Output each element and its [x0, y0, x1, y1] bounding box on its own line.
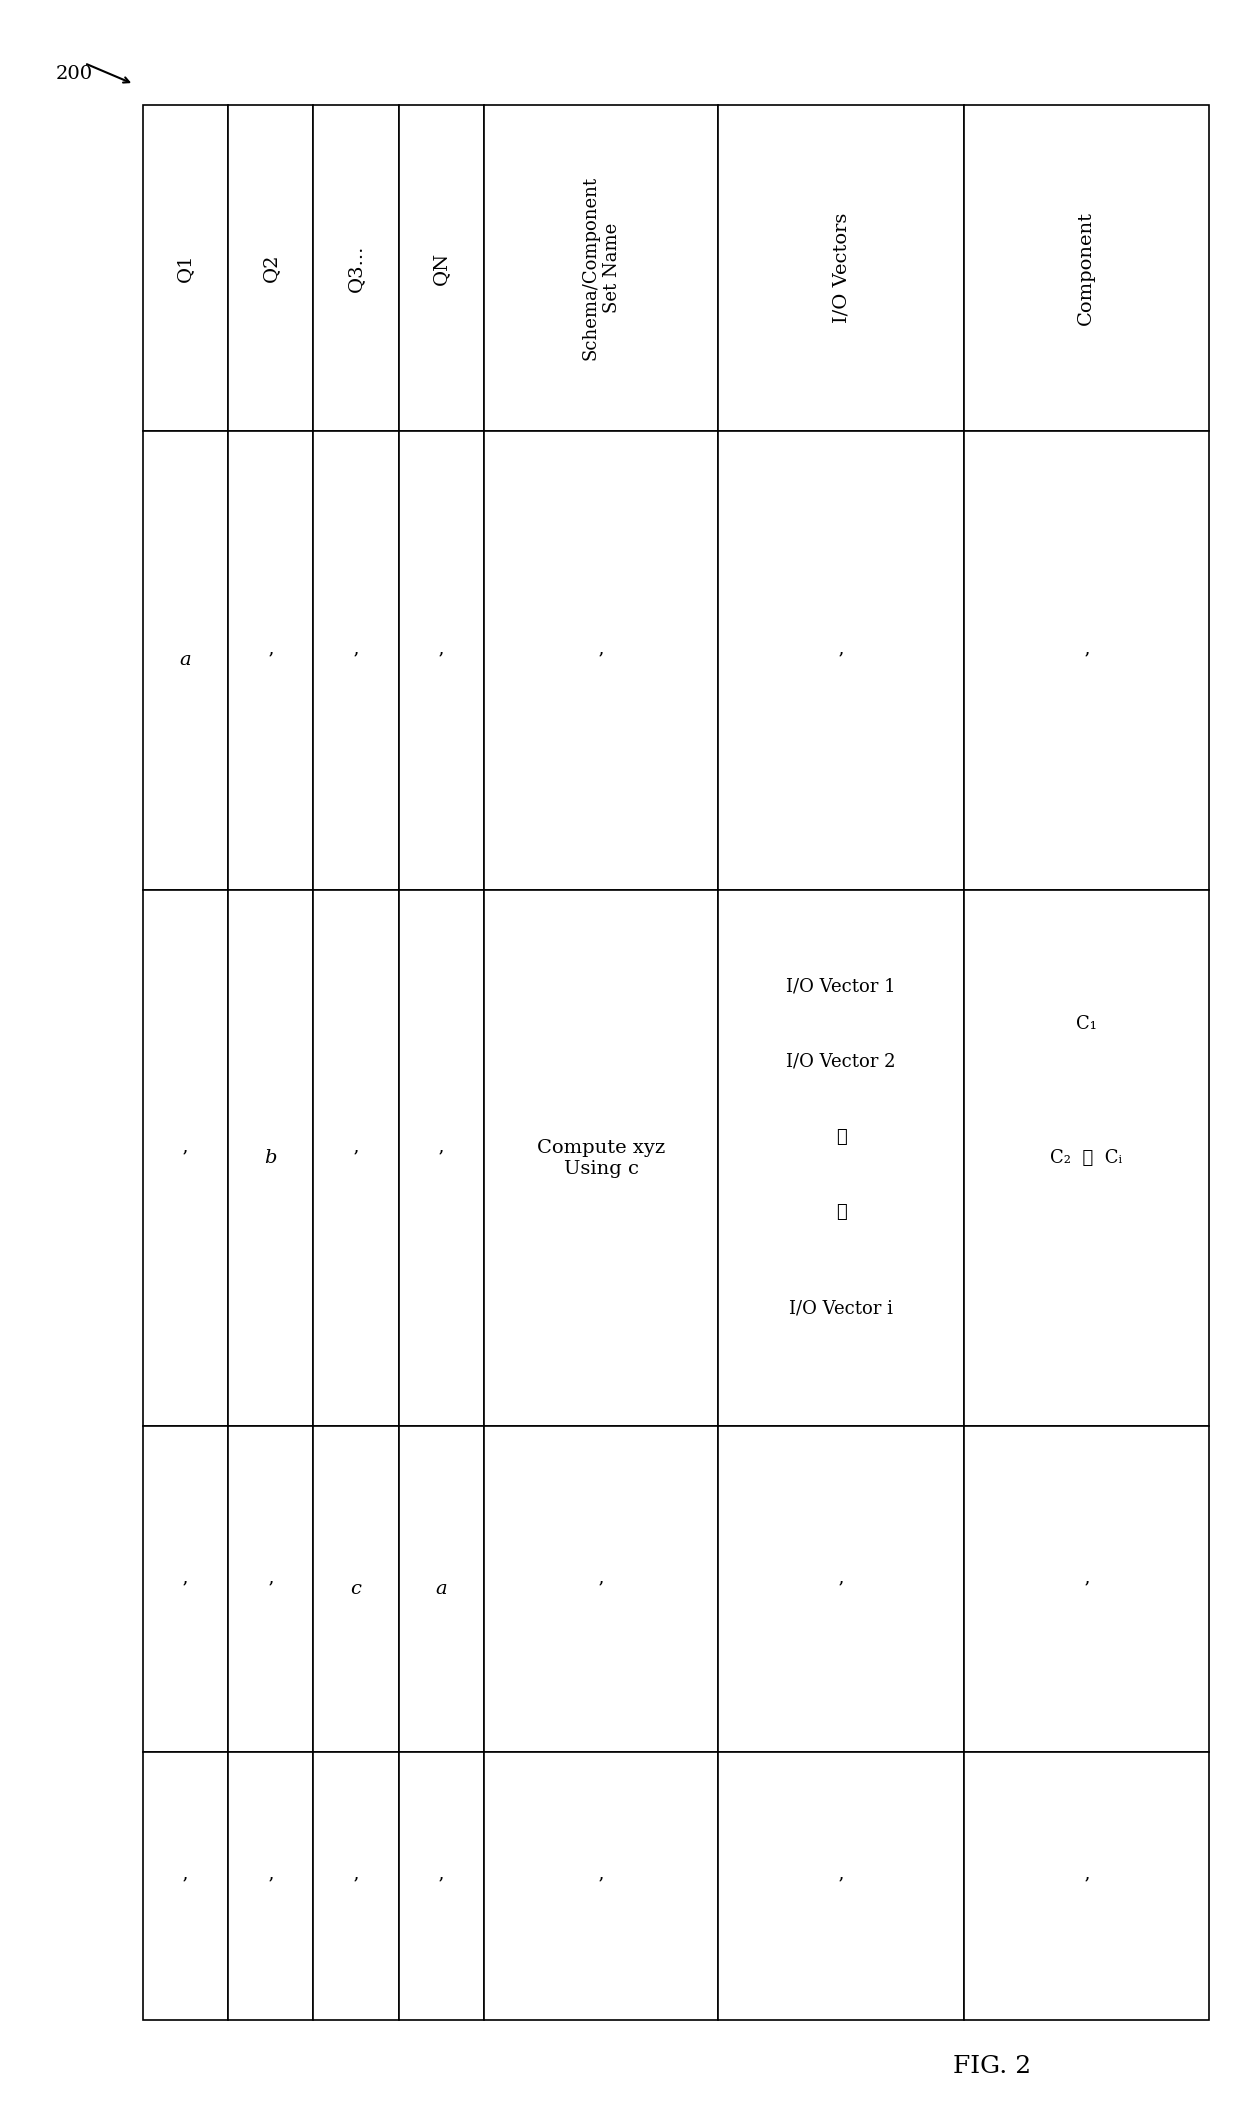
- Text: ’: ’: [1084, 1580, 1090, 1599]
- Bar: [228, 890, 314, 1427]
- Bar: [314, 105, 398, 431]
- Text: ’: ’: [1084, 652, 1090, 669]
- Bar: [143, 431, 228, 890]
- Bar: [143, 105, 228, 431]
- Bar: [718, 105, 963, 431]
- Text: Component: Component: [1078, 210, 1095, 324]
- Bar: [228, 105, 314, 431]
- Text: ’: ’: [268, 652, 274, 669]
- Text: ’: ’: [438, 1877, 444, 1896]
- Text: Q3...: Q3...: [347, 244, 365, 292]
- Bar: [228, 1753, 314, 2020]
- Text: ’: ’: [438, 1149, 444, 1168]
- Bar: [484, 105, 718, 431]
- Text: C₁: C₁: [1076, 1016, 1097, 1033]
- Text: a: a: [435, 1580, 446, 1599]
- Bar: [963, 431, 1209, 890]
- Text: C₂  ⋯  Cᵢ: C₂ ⋯ Cᵢ: [1050, 1149, 1122, 1168]
- Bar: [143, 890, 228, 1427]
- Text: ’: ’: [352, 652, 360, 669]
- Text: Q2: Q2: [262, 255, 279, 282]
- Text: 200: 200: [56, 65, 93, 82]
- Bar: [484, 890, 718, 1427]
- Text: ’: ’: [182, 1149, 188, 1168]
- Text: ’: ’: [438, 652, 444, 669]
- Text: I/O Vector 1: I/O Vector 1: [786, 978, 897, 995]
- Bar: [718, 1427, 963, 1753]
- Text: I/O Vector i: I/O Vector i: [789, 1300, 893, 1317]
- Text: ’: ’: [268, 1580, 274, 1599]
- Text: Schema/Component
Set Name: Schema/Component Set Name: [582, 177, 620, 360]
- Bar: [963, 105, 1209, 431]
- Text: Compute xyz
Using c: Compute xyz Using c: [537, 1138, 666, 1178]
- Bar: [398, 105, 484, 431]
- Text: ’: ’: [268, 1877, 274, 1896]
- Text: QN: QN: [433, 250, 450, 284]
- Text: ’: ’: [598, 652, 604, 669]
- Bar: [398, 1427, 484, 1753]
- Bar: [963, 1427, 1209, 1753]
- Text: c: c: [351, 1580, 361, 1599]
- Text: ⋯: ⋯: [836, 1203, 847, 1220]
- Text: ’: ’: [352, 1877, 360, 1896]
- Text: ’: ’: [352, 1149, 360, 1168]
- Bar: [963, 890, 1209, 1427]
- Bar: [398, 890, 484, 1427]
- Bar: [398, 1753, 484, 2020]
- Bar: [314, 890, 398, 1427]
- Text: I/O Vectors: I/O Vectors: [832, 213, 851, 324]
- Bar: [314, 1427, 398, 1753]
- Bar: [228, 431, 314, 890]
- Bar: [314, 1753, 398, 2020]
- Text: a: a: [180, 652, 191, 669]
- Bar: [228, 1427, 314, 1753]
- Bar: [718, 1753, 963, 2020]
- Text: ’: ’: [838, 1580, 844, 1599]
- Bar: [484, 1753, 718, 2020]
- Bar: [143, 1427, 228, 1753]
- Text: ’: ’: [598, 1580, 604, 1599]
- Text: Q1: Q1: [176, 255, 195, 282]
- Text: I/O Vector 2: I/O Vector 2: [786, 1052, 895, 1071]
- Text: b: b: [264, 1149, 277, 1168]
- Text: FIG. 2: FIG. 2: [952, 2056, 1032, 2077]
- Bar: [398, 431, 484, 890]
- Bar: [143, 1753, 228, 2020]
- Text: ’: ’: [598, 1877, 604, 1896]
- Bar: [718, 890, 963, 1427]
- Text: ⋯: ⋯: [836, 1128, 847, 1147]
- Bar: [718, 431, 963, 890]
- Text: ’: ’: [838, 652, 844, 669]
- Bar: [963, 1753, 1209, 2020]
- Text: ’: ’: [182, 1877, 188, 1896]
- Bar: [314, 431, 398, 890]
- Bar: [484, 1427, 718, 1753]
- Text: ’: ’: [838, 1877, 844, 1896]
- Bar: [484, 431, 718, 890]
- Text: ’: ’: [1084, 1877, 1090, 1896]
- Text: ’: ’: [182, 1580, 188, 1599]
